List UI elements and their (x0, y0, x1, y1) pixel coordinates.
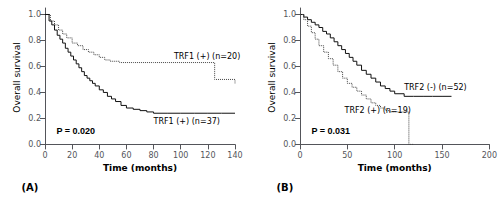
svg-text:120: 120 (200, 151, 215, 160)
svg-text:100: 100 (173, 151, 188, 160)
svg-text:Overall survival: Overall survival (12, 42, 22, 112)
svg-text:0.0: 0.0 (28, 140, 41, 149)
svg-text:0.4: 0.4 (283, 88, 296, 97)
svg-text:0.2: 0.2 (28, 114, 41, 123)
svg-text:200: 200 (482, 151, 497, 160)
svg-text:(A): (A) (22, 182, 39, 193)
svg-text:TRF1 (+) (n=20): TRF1 (+) (n=20) (173, 52, 240, 61)
svg-text:0.8: 0.8 (28, 36, 41, 45)
svg-text:Time (months): Time (months) (103, 163, 177, 173)
svg-text:TRF2 (-) (n=52): TRF2 (-) (n=52) (403, 83, 467, 92)
svg-text:20: 20 (67, 151, 77, 160)
svg-text:140: 140 (227, 151, 242, 160)
svg-text:Overall survival: Overall survival (267, 42, 277, 112)
svg-text:0: 0 (297, 151, 302, 160)
svg-text:100: 100 (387, 151, 402, 160)
svg-text:0.8: 0.8 (283, 36, 296, 45)
svg-text:0.2: 0.2 (283, 114, 296, 123)
svg-text:0.0: 0.0 (283, 140, 296, 149)
svg-text:P = 0.020: P = 0.020 (56, 126, 95, 136)
svg-text:50: 50 (342, 151, 352, 160)
svg-text:TRF2 (+) (n=19): TRF2 (+) (n=19) (344, 106, 411, 115)
svg-text:(B): (B) (277, 182, 294, 193)
svg-text:TRF1 (+) (n=37): TRF1 (+) (n=37) (153, 117, 220, 126)
svg-text:60: 60 (121, 151, 131, 160)
svg-text:0.6: 0.6 (28, 62, 41, 71)
svg-text:40: 40 (94, 151, 104, 160)
svg-text:80: 80 (148, 151, 158, 160)
svg-text:150: 150 (434, 151, 449, 160)
svg-text:0.4: 0.4 (28, 88, 41, 97)
svg-text:0.6: 0.6 (283, 62, 296, 71)
svg-text:P = 0.031: P = 0.031 (311, 126, 350, 136)
svg-text:1.0: 1.0 (28, 10, 41, 19)
svg-text:0: 0 (42, 151, 47, 160)
svg-text:1.0: 1.0 (283, 10, 296, 19)
svg-text:Time (months): Time (months) (358, 163, 432, 173)
